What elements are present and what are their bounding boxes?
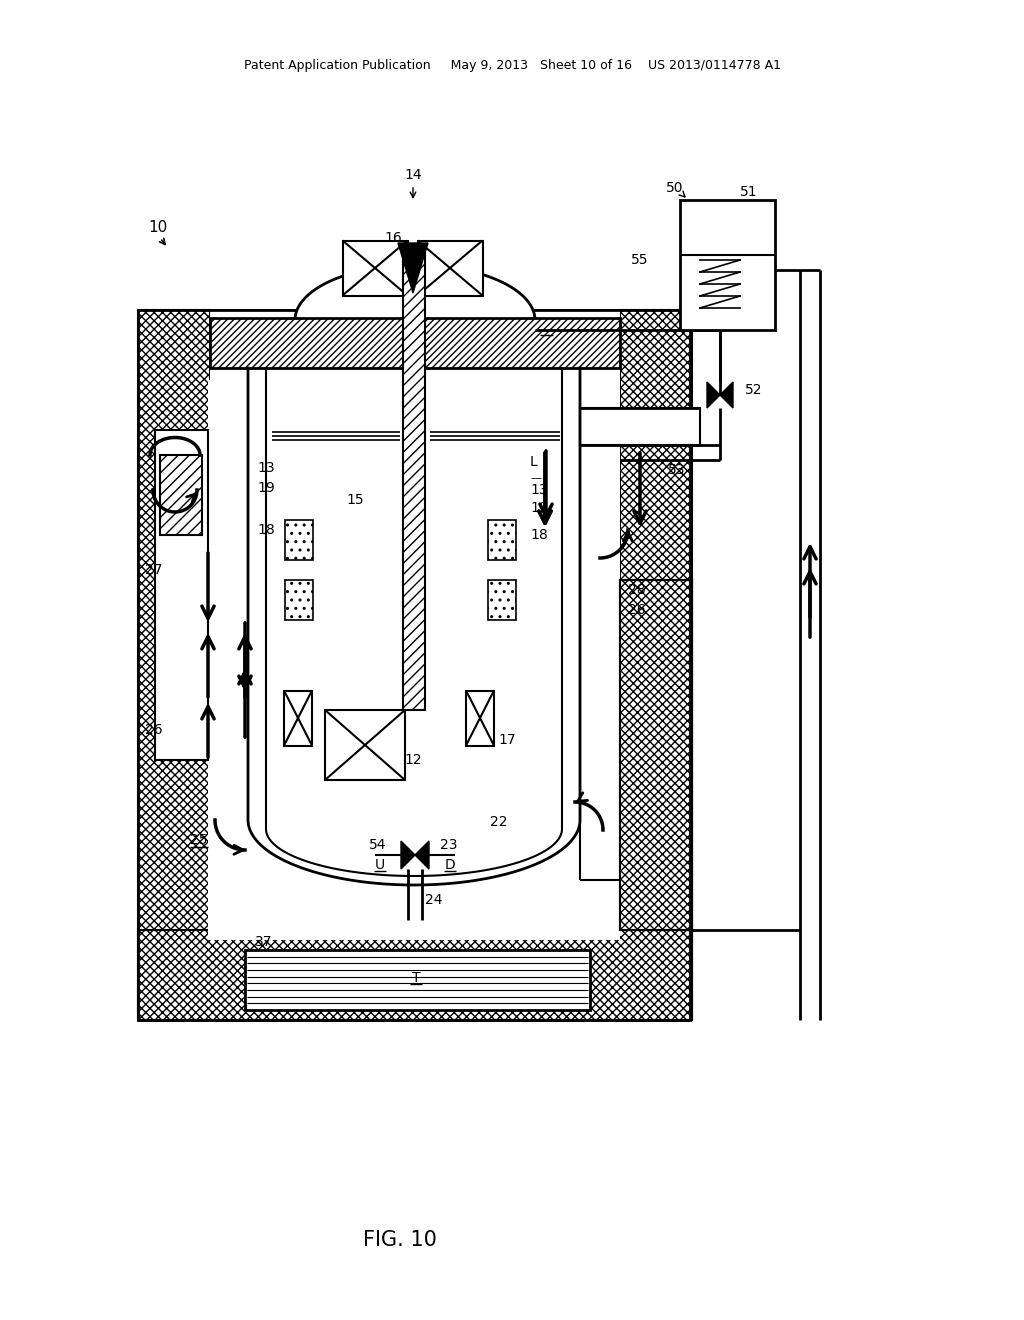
Text: 37: 37 <box>255 935 272 949</box>
Text: 10: 10 <box>148 220 167 235</box>
Text: 19: 19 <box>257 480 275 495</box>
Text: 27: 27 <box>145 564 163 577</box>
Text: 55: 55 <box>631 253 648 267</box>
Polygon shape <box>707 381 720 408</box>
Bar <box>325 710 406 780</box>
Bar <box>285 579 313 620</box>
Bar <box>418 240 482 296</box>
Bar <box>580 408 700 445</box>
Bar <box>403 246 425 710</box>
Text: 18: 18 <box>530 528 548 543</box>
Bar <box>466 690 494 746</box>
Text: 53: 53 <box>668 463 685 477</box>
Bar <box>208 380 620 940</box>
Text: 15: 15 <box>346 492 364 507</box>
Text: 14: 14 <box>404 168 422 182</box>
Polygon shape <box>401 841 415 869</box>
Text: 13: 13 <box>530 483 548 498</box>
Bar <box>160 455 202 535</box>
Text: L: L <box>530 455 538 469</box>
Bar <box>342 240 408 296</box>
Text: 18: 18 <box>257 523 275 537</box>
Text: 22: 22 <box>490 814 508 829</box>
Bar <box>155 430 208 760</box>
Text: 24: 24 <box>425 894 442 907</box>
Text: —: — <box>530 473 541 483</box>
Bar <box>138 310 690 1020</box>
Text: 23: 23 <box>440 838 458 851</box>
Text: 52: 52 <box>745 383 763 397</box>
Text: U: U <box>375 858 385 873</box>
Polygon shape <box>415 841 429 869</box>
Text: 11: 11 <box>339 752 357 767</box>
Text: 21: 21 <box>553 321 570 335</box>
Bar <box>620 310 692 1020</box>
Polygon shape <box>248 368 580 884</box>
Text: 13: 13 <box>257 461 275 475</box>
Text: Patent Application Publication     May 9, 2013   Sheet 10 of 16    US 2013/01147: Patent Application Publication May 9, 20… <box>244 58 780 71</box>
Text: T: T <box>412 972 420 985</box>
Bar <box>210 318 620 368</box>
Bar <box>620 579 692 931</box>
Bar <box>285 520 313 560</box>
Text: 28: 28 <box>628 583 645 597</box>
Bar <box>680 201 775 330</box>
Text: 26: 26 <box>145 723 163 737</box>
Text: FIG. 10: FIG. 10 <box>364 1230 437 1250</box>
Text: 12: 12 <box>404 752 422 767</box>
Bar <box>488 579 516 620</box>
Text: 19: 19 <box>530 502 548 515</box>
Text: 51: 51 <box>740 185 758 199</box>
Text: D: D <box>444 858 456 873</box>
Text: 54: 54 <box>369 838 386 851</box>
Text: 50: 50 <box>667 181 684 195</box>
Bar <box>138 931 692 1020</box>
Polygon shape <box>720 381 733 408</box>
Bar <box>620 579 692 931</box>
Bar <box>138 310 210 1020</box>
Bar <box>245 950 590 1010</box>
Bar <box>210 310 620 931</box>
Bar <box>284 690 312 746</box>
Text: 26: 26 <box>628 603 645 616</box>
Bar <box>488 520 516 560</box>
Text: 17: 17 <box>498 733 516 747</box>
Text: 25: 25 <box>190 833 208 847</box>
Text: 16: 16 <box>384 231 401 246</box>
Polygon shape <box>398 243 428 293</box>
